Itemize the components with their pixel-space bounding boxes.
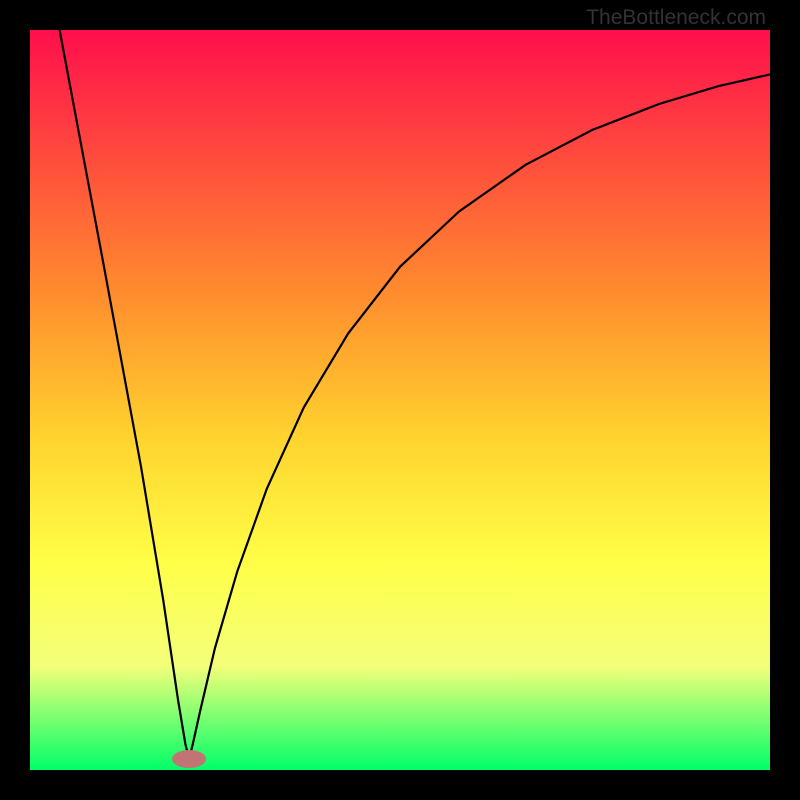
watermark-text: TheBottleneck.com xyxy=(586,6,766,30)
bottleneck-chart xyxy=(30,30,770,770)
data-point-marker xyxy=(172,750,206,768)
gradient-background xyxy=(30,30,770,770)
plot-frame xyxy=(30,30,770,770)
